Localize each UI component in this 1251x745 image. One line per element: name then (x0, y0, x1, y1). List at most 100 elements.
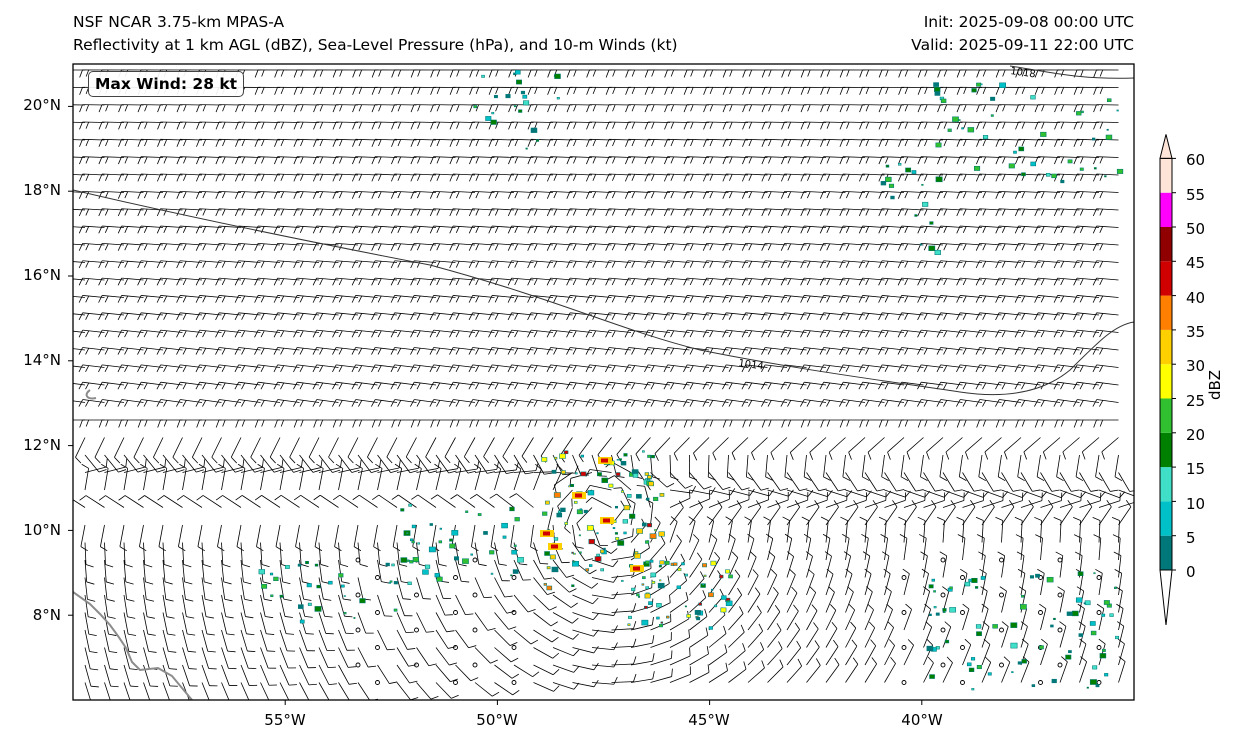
wind-barb-shaft (687, 208, 710, 211)
wind-barb-feather (917, 156, 922, 165)
wind-barb-feather (371, 156, 376, 165)
wind-barb-shaft (162, 559, 166, 582)
wind-barb-feather (98, 104, 103, 113)
wind-barb-feather (1041, 491, 1048, 498)
wind-barb-shaft (162, 647, 170, 669)
wind-barb-feather (923, 348, 928, 355)
wind-barb-feather (456, 69, 460, 77)
wind-barb-feather (845, 365, 850, 372)
wind-barb-feather (508, 87, 512, 95)
wind-barb-feather (631, 330, 636, 338)
wind-barb-feather (358, 139, 363, 147)
wind-barb-feather (730, 488, 736, 496)
wind-barb-feather (371, 260, 376, 269)
wind-barb-feather (765, 476, 774, 481)
wind-barb-feather (963, 156, 967, 164)
wind-barb-feather (650, 243, 655, 251)
wind-barb-feather (787, 261, 792, 268)
wind-barb-shaft (374, 121, 398, 123)
calm-wind-marker (375, 645, 380, 650)
wind-barb-feather (507, 191, 512, 199)
wind-barb-feather (845, 261, 850, 268)
wind-barb-feather (843, 551, 851, 557)
wind-barb-feather (1041, 121, 1045, 129)
wind-barb-feather (644, 87, 649, 95)
wind-barb-shaft (547, 507, 554, 529)
wind-barb-feather (917, 347, 922, 355)
wind-barb-shaft (1020, 489, 1042, 498)
wind-barb-shaft (806, 489, 828, 498)
wind-barb-feather (1099, 243, 1104, 251)
wind-barb-feather (956, 87, 961, 95)
wind-barb-feather (625, 69, 629, 78)
wind-barb-feather (956, 347, 961, 355)
wind-barb-shaft (960, 260, 983, 263)
wind-barb-feather (535, 463, 542, 470)
wind-barb-feather (963, 121, 967, 129)
wind-barb-shaft (240, 664, 250, 686)
wind-barb-shaft (336, 208, 359, 211)
title-init-time: Init: 2025-09-08 00:00 UTC (923, 13, 1134, 31)
wind-barb-feather (527, 243, 532, 251)
wind-barb-shaft (589, 260, 612, 263)
wind-barb-feather (390, 364, 396, 373)
wind-barb-feather (143, 365, 148, 372)
wind-barb-feather (273, 277, 278, 286)
wind-barb-feather (670, 330, 675, 338)
wind-barb-feather (806, 243, 811, 251)
wind-barb-feather (605, 347, 610, 355)
wind-barb-feather (262, 581, 271, 585)
wind-barb-feather (195, 295, 200, 303)
wind-barb-shaft (328, 437, 339, 458)
wind-barb-feather (319, 139, 324, 147)
wind-barb-feather (1002, 174, 1006, 181)
wind-barb-shaft (102, 243, 125, 246)
wind-barb-shaft (180, 190, 203, 193)
wind-barb-feather (86, 581, 95, 585)
wind-barb-feather (878, 139, 883, 147)
wind-barb-shaft (628, 138, 651, 141)
wind-barb-feather (319, 313, 324, 320)
wind-barb-feather (611, 382, 616, 390)
wind-barb-shaft (1017, 454, 1022, 477)
wind-barb-shaft (981, 644, 991, 666)
wind-barb-feather (78, 312, 83, 321)
wind-barb-feather (455, 226, 460, 233)
wind-barb-feather (1099, 400, 1104, 407)
wind-barb-shaft (945, 437, 963, 453)
wind-barb-feather (729, 419, 733, 427)
wind-barb-shaft (492, 156, 515, 158)
calm-wind-marker (901, 610, 907, 615)
wind-barb-feather (611, 313, 616, 320)
wind-barb-shaft (414, 243, 437, 246)
wind-barb-shaft (492, 243, 515, 246)
wind-barb-feather (475, 87, 480, 95)
wind-barb-feather (241, 278, 246, 286)
wind-barb-feather (399, 563, 408, 567)
wind-barb-feather (319, 261, 324, 268)
wind-barb-feather (878, 347, 883, 355)
wind-barb-feather (650, 313, 655, 320)
wind-barb-feather (573, 156, 577, 164)
wind-barb-shaft (784, 138, 807, 141)
wind-barb-feather (299, 278, 304, 286)
wind-barb-feather (663, 347, 668, 355)
wind-barb-shaft (728, 650, 746, 666)
wind-barb-feather (1021, 139, 1026, 147)
wind-barb-feather (1060, 348, 1065, 355)
wind-barb-feather (572, 400, 577, 407)
wind-barb-feather (592, 261, 597, 268)
wind-barb-shaft (94, 437, 105, 458)
wind-barb-shaft (1096, 381, 1119, 386)
wind-barb-feather (799, 488, 808, 492)
wind-barb-feather (553, 348, 558, 355)
wind-barb-feather (839, 208, 844, 217)
wind-barb-feather (761, 277, 766, 286)
wind-barb-feather (611, 400, 616, 407)
wind-barb-feather (358, 226, 363, 233)
wind-barb-shaft (706, 156, 729, 158)
wind-barb-feather (1099, 261, 1104, 268)
wind-barb-feather (1060, 313, 1065, 320)
wind-barb-shaft (747, 472, 762, 491)
wind-barb-feather (820, 516, 829, 521)
